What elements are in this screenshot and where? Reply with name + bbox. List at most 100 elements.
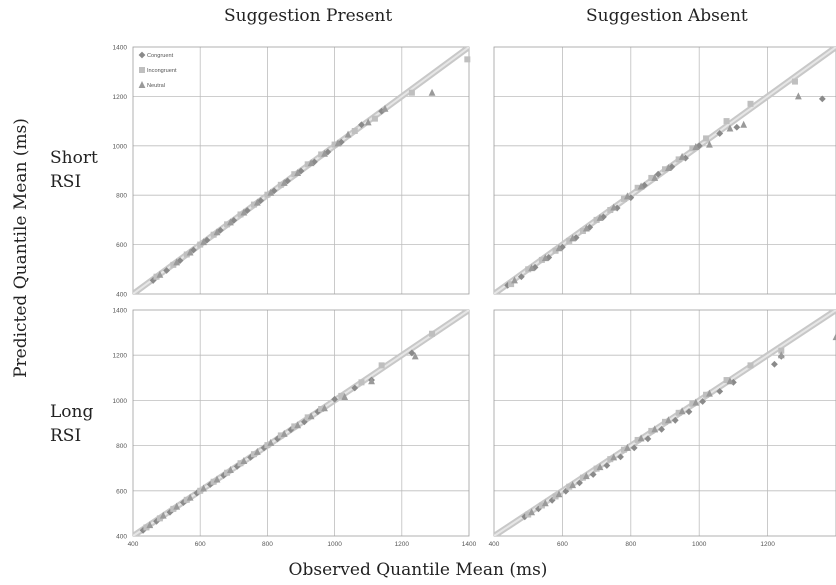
- point-incongruent: [183, 251, 190, 258]
- x-tick-label: 1200: [395, 541, 410, 548]
- point-incongruent: [371, 115, 378, 122]
- point-incongruent: [183, 496, 190, 503]
- point-incongruent: [552, 493, 559, 500]
- point-neutral: [726, 377, 734, 385]
- point-incongruent: [648, 427, 655, 434]
- x-tick-label: 1000: [692, 541, 707, 548]
- point-neutral: [294, 421, 302, 429]
- x-tick-label: 400: [128, 541, 139, 548]
- point-incongruent: [579, 474, 586, 481]
- point-neutral: [706, 389, 713, 397]
- point-neutral: [368, 377, 375, 385]
- point-congruent: [733, 123, 741, 131]
- point-neutral: [665, 164, 672, 172]
- panel-long-rsi-suggestion-present: 400 600 800 1000 1200 1400 400 600 800 1000 1200 14…: [113, 308, 477, 549]
- x-tick-label: 1200: [760, 541, 775, 548]
- point-incongruent: [607, 456, 614, 463]
- point-neutral: [832, 333, 836, 341]
- point-neutral: [610, 453, 618, 461]
- point-incongruent: [675, 156, 682, 163]
- point-congruent: [408, 349, 416, 357]
- panel-short-rsi-suggestion-present: 400 600 800 1000 1200 1400 Congruent Incongruen…: [113, 45, 471, 299]
- column-title-suggestion-absent: Suggestion Absent: [586, 6, 748, 26]
- point-incongruent: [143, 524, 150, 531]
- point-neutral: [321, 149, 328, 157]
- panel-long-rsi-suggestion-absent: 400 600 800 1000 1200: [489, 309, 836, 548]
- point-incongruent: [464, 56, 471, 63]
- point-neutral: [528, 264, 536, 272]
- point-incongruent: [525, 511, 532, 518]
- y-tick-label: 1200: [113, 353, 128, 360]
- point-congruent: [193, 489, 201, 497]
- point-neutral: [253, 447, 261, 455]
- point-neutral: [156, 270, 164, 278]
- point-incongruent: [593, 216, 600, 223]
- row-label-short-rsi-line1: Short: [50, 148, 98, 168]
- point-neutral: [321, 404, 328, 412]
- point-congruent: [331, 395, 338, 403]
- point-congruent: [358, 121, 365, 129]
- point-incongruent: [291, 171, 298, 178]
- point-neutral: [555, 244, 563, 252]
- point-congruent: [716, 387, 724, 395]
- row-label-short-rsi-line2: RSI: [50, 172, 82, 192]
- point-neutral: [541, 254, 549, 262]
- point-neutral: [726, 124, 734, 132]
- point-incongruent: [552, 247, 559, 254]
- point-congruent: [220, 472, 228, 479]
- x-tick-label: 800: [625, 541, 636, 548]
- point-neutral: [706, 140, 713, 148]
- point-neutral: [596, 463, 604, 471]
- point-incongruent: [508, 281, 515, 288]
- point-neutral: [623, 192, 631, 200]
- y-tick-label: 800: [116, 193, 127, 200]
- point-congruent: [617, 453, 624, 461]
- column-title-suggestion-present: Suggestion Present: [224, 6, 393, 26]
- point-incongruent: [210, 478, 217, 485]
- point-neutral: [637, 182, 645, 190]
- point-congruent: [517, 273, 525, 281]
- markers-group: [504, 78, 826, 289]
- point-congruent: [818, 95, 826, 103]
- point-neutral: [227, 466, 234, 474]
- point-neutral: [227, 218, 234, 226]
- point-incongruent: [210, 231, 217, 238]
- point-incongruent: [351, 127, 358, 134]
- point-neutral: [341, 393, 349, 401]
- point-incongruent: [566, 483, 573, 490]
- y-tick-label: 800: [116, 443, 127, 450]
- legend: Congruent Incongruent Neutral: [138, 51, 177, 89]
- point-incongruent: [634, 184, 641, 191]
- legend-label-congruent: Congruent: [147, 53, 174, 59]
- point-congruent: [682, 154, 689, 162]
- point-neutral: [511, 276, 518, 284]
- point-congruent: [270, 187, 278, 195]
- point-congruent: [771, 360, 778, 368]
- point-incongruent: [358, 379, 365, 386]
- point-incongruent: [224, 469, 231, 476]
- x-axis-title: Observed Quantile Mean (ms): [288, 560, 548, 580]
- point-congruent: [716, 130, 724, 137]
- x-tick-label: 600: [195, 541, 206, 548]
- y-tick-label: 600: [116, 242, 127, 249]
- point-neutral: [294, 168, 302, 176]
- point-congruent: [257, 197, 265, 205]
- point-incongruent: [703, 391, 710, 398]
- y-tick-label: 1400: [113, 308, 128, 315]
- point-neutral: [200, 484, 207, 492]
- point-neutral: [596, 213, 604, 221]
- point-neutral: [692, 398, 700, 406]
- point-congruent: [630, 444, 638, 452]
- point-incongruent: [429, 330, 436, 337]
- point-neutral: [569, 234, 577, 242]
- point-neutral: [173, 258, 181, 266]
- point-incongruent: [538, 256, 545, 263]
- markers-group: [139, 330, 436, 534]
- point-neutral: [692, 143, 700, 151]
- point-neutral: [528, 508, 536, 516]
- point-incongruent: [593, 465, 600, 472]
- point-neutral: [637, 434, 645, 442]
- point-incongruent: [747, 362, 754, 369]
- point-incongruent: [197, 487, 204, 494]
- point-incongruent: [579, 228, 586, 235]
